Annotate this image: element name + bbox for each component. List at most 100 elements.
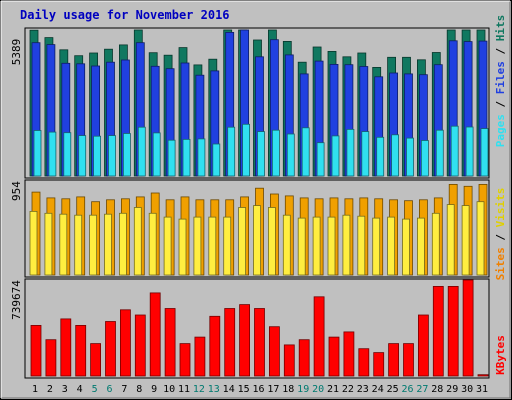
legend-sep-3: / bbox=[494, 227, 507, 247]
bar-sites-day-14 bbox=[223, 216, 232, 276]
day-label-25: 25 bbox=[387, 384, 399, 395]
day-label-13: 13 bbox=[208, 384, 220, 395]
bar-sites-day-27 bbox=[416, 217, 425, 276]
bar-sites-day-30 bbox=[461, 205, 470, 276]
bar-sites-day-16 bbox=[253, 205, 261, 276]
bar-kbytes-day-21 bbox=[328, 336, 340, 377]
bar-pages-day-20 bbox=[316, 142, 325, 177]
bar-pages-day-1 bbox=[33, 130, 42, 177]
day-label-19: 19 bbox=[297, 384, 309, 395]
day-label-24: 24 bbox=[372, 384, 384, 395]
bar-kbytes-day-14 bbox=[224, 308, 236, 377]
bar-pages-day-3 bbox=[63, 132, 72, 177]
day-label-29: 29 bbox=[446, 384, 458, 395]
bar-sites-day-15 bbox=[238, 207, 247, 276]
bar-kbytes-day-28 bbox=[432, 285, 444, 377]
bar-sites-day-5 bbox=[89, 214, 97, 276]
day-label-17: 17 bbox=[267, 384, 279, 395]
bar-sites-day-17 bbox=[267, 207, 276, 276]
bar-pages-day-12 bbox=[197, 138, 206, 177]
bar-kbytes-day-25 bbox=[388, 343, 400, 377]
panel-hits-legend: Pages / Files / Hits bbox=[494, 15, 507, 148]
bar-kbytes-day-20 bbox=[313, 296, 325, 377]
bar-pages-day-17 bbox=[271, 129, 280, 177]
day-label-27: 27 bbox=[416, 384, 428, 395]
day-label-6: 6 bbox=[106, 384, 112, 395]
legend-files: Files bbox=[494, 61, 507, 94]
day-label-8: 8 bbox=[136, 384, 142, 395]
day-label-12: 12 bbox=[193, 384, 205, 395]
bar-sites-day-20 bbox=[312, 216, 321, 276]
legend-sites: Sites bbox=[494, 247, 507, 280]
day-label-21: 21 bbox=[327, 384, 339, 395]
panel-kbytes-legend: KBytes bbox=[494, 335, 507, 375]
day-label-23: 23 bbox=[357, 384, 369, 395]
bar-pages-day-5 bbox=[93, 135, 101, 177]
bar-pages-day-28 bbox=[435, 129, 444, 177]
day-label-1: 1 bbox=[32, 384, 38, 395]
bar-pages-day-9 bbox=[152, 132, 161, 177]
bar-kbytes-day-9 bbox=[149, 292, 161, 377]
day-label-22: 22 bbox=[342, 384, 354, 395]
bar-kbytes-day-29 bbox=[447, 285, 459, 377]
bar-pages-day-7 bbox=[123, 133, 131, 177]
bar-kbytes-day-27 bbox=[417, 314, 429, 377]
bar-sites-day-7 bbox=[119, 212, 127, 276]
bar-pages-day-25 bbox=[391, 134, 400, 177]
bar-kbytes-day-11 bbox=[179, 343, 191, 377]
day-label-10: 10 bbox=[163, 384, 175, 395]
bar-pages-day-27 bbox=[420, 140, 429, 177]
day-label-7: 7 bbox=[121, 384, 127, 395]
bar-pages-day-6 bbox=[108, 135, 116, 177]
panel-kbytes-max-label: 739674 bbox=[10, 280, 23, 320]
bar-sites-day-8 bbox=[133, 207, 142, 276]
panel-visits-max-label: 954 bbox=[10, 181, 23, 201]
legend-visits: Visits bbox=[494, 188, 507, 228]
bar-kbytes-day-7 bbox=[120, 309, 131, 377]
bar-kbytes-day-18 bbox=[283, 344, 295, 377]
bar-pages-day-31 bbox=[480, 128, 489, 177]
bars-layer bbox=[29, 29, 489, 377]
day-label-28: 28 bbox=[431, 384, 443, 395]
bar-kbytes-day-19 bbox=[298, 339, 310, 377]
bar-pages-day-23 bbox=[361, 131, 370, 177]
bar-kbytes-day-4 bbox=[75, 324, 87, 377]
bar-pages-day-10 bbox=[167, 139, 176, 177]
bar-kbytes-day-12 bbox=[194, 336, 206, 377]
bar-sites-day-1 bbox=[29, 210, 38, 276]
bar-sites-day-4 bbox=[74, 214, 83, 276]
bar-kbytes-day-31 bbox=[477, 374, 489, 377]
bar-sites-day-6 bbox=[104, 213, 112, 276]
bar-kbytes-day-15 bbox=[239, 304, 251, 377]
bar-pages-day-21 bbox=[331, 135, 340, 177]
bar-sites-day-19 bbox=[297, 217, 306, 276]
day-label-15: 15 bbox=[238, 384, 250, 395]
bar-sites-day-21 bbox=[327, 216, 336, 276]
bar-kbytes-day-1 bbox=[30, 324, 42, 377]
bar-pages-day-26 bbox=[406, 137, 414, 177]
legend-hits: Hits bbox=[494, 15, 507, 42]
bar-pages-day-11 bbox=[182, 138, 191, 177]
bar-pages-day-22 bbox=[346, 128, 355, 177]
bar-kbytes-day-10 bbox=[164, 308, 176, 377]
bar-pages-day-30 bbox=[465, 126, 474, 177]
day-label-11: 11 bbox=[178, 384, 190, 395]
bar-kbytes-day-22 bbox=[343, 331, 355, 377]
day-label-26: 26 bbox=[401, 384, 413, 395]
bar-kbytes-day-6 bbox=[105, 321, 116, 377]
bar-sites-day-22 bbox=[342, 214, 351, 276]
bar-sites-day-10 bbox=[163, 216, 172, 276]
bar-pages-day-29 bbox=[450, 125, 459, 177]
bar-pages-day-19 bbox=[301, 127, 310, 177]
bar-pages-day-18 bbox=[286, 133, 295, 177]
bar-sites-day-25 bbox=[387, 216, 396, 276]
legend-sep-2: / bbox=[494, 41, 507, 61]
bar-kbytes-day-5 bbox=[90, 343, 101, 377]
day-label-14: 14 bbox=[223, 384, 235, 395]
bar-pages-day-14 bbox=[227, 126, 236, 177]
legend-pages: Pages bbox=[494, 114, 507, 147]
bar-pages-day-2 bbox=[48, 131, 57, 177]
day-label-31: 31 bbox=[476, 384, 488, 395]
day-labels-layer: 1 2 3 4 5 6 7 8 9 10 11 12 13 14 15 16 17 18 19 20 21 22 23 24 2… bbox=[32, 384, 488, 395]
bar-pages-day-13 bbox=[212, 143, 221, 177]
